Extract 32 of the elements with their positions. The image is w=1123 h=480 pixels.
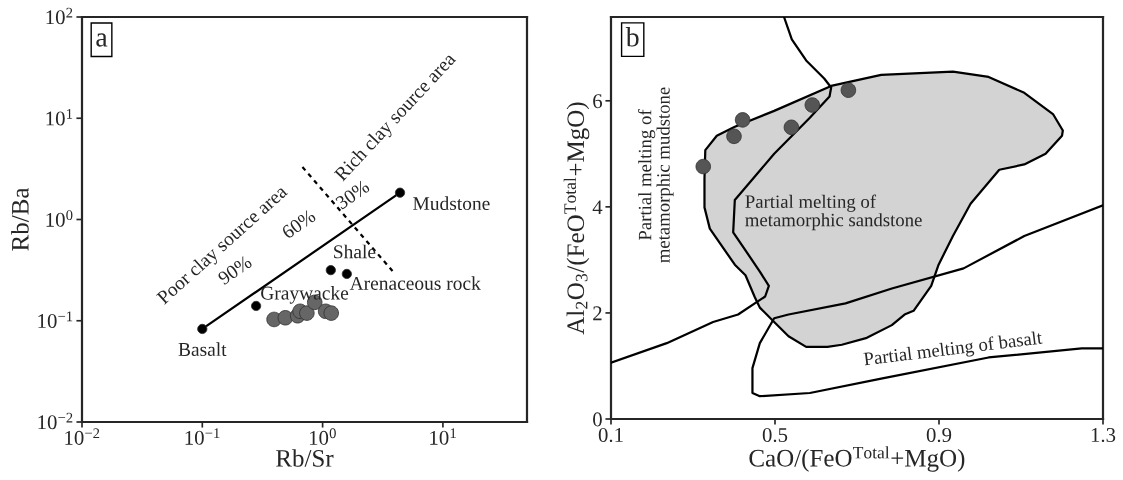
- y-tick-label: 6: [593, 94, 603, 109]
- annotation: Graywacke: [261, 286, 349, 304]
- y-tick-label: 10$^{1}$: [46, 109, 73, 126]
- annotation: Shale: [334, 244, 376, 259]
- annotation: 90%: [217, 254, 253, 286]
- annotation: b: [625, 27, 639, 47]
- y-tick-label: 10$^{−2}$: [38, 412, 73, 430]
- annotation: Arenaceous rock: [349, 276, 481, 290]
- y-tick-label: 10$^{−1}$: [38, 311, 73, 329]
- y-tick-label: 4: [592, 200, 603, 215]
- x-tick-label: 10$^{−1}$: [185, 428, 220, 445]
- x-tick-label: 0.9: [926, 427, 952, 443]
- x-tick-label: 10$^{1}$: [430, 428, 456, 445]
- x-tick-label: 1.3: [1091, 427, 1116, 443]
- x-axis-title: Rb/Sr: [276, 449, 334, 467]
- x-axis-title: CaO/(FeO$^{Total}$+MgO): [749, 446, 965, 472]
- annotation: Partial melting of metamorphic mudstone: [638, 87, 674, 263]
- y-tick-label: 0: [593, 412, 602, 427]
- y-tick-label: 10$^{2}$: [46, 7, 73, 25]
- annotation: Partial melting of basalt: [863, 330, 1044, 370]
- annotation: a: [96, 33, 108, 47]
- y-axis-title: Al$_{2}$O$_{3}$/(FeO$^{Total}$+MgO): [563, 102, 590, 335]
- x-tick-label: 0.1: [598, 427, 623, 443]
- x-tick-label: 10$^{0}$: [309, 428, 336, 445]
- y-axis-title: Rb/Ba: [11, 187, 29, 251]
- annotation: Basalt: [178, 342, 227, 357]
- y-tick-label: 2: [593, 306, 602, 321]
- annotation: Partial melting of metamorphic sandstone: [745, 194, 922, 231]
- x-tick-label: 10$^{−2}$: [65, 428, 100, 445]
- y-tick-label: 10$^{0}$: [46, 210, 73, 227]
- x-tick-label: 0.5: [762, 427, 788, 443]
- annotation: Mudstone: [413, 196, 490, 211]
